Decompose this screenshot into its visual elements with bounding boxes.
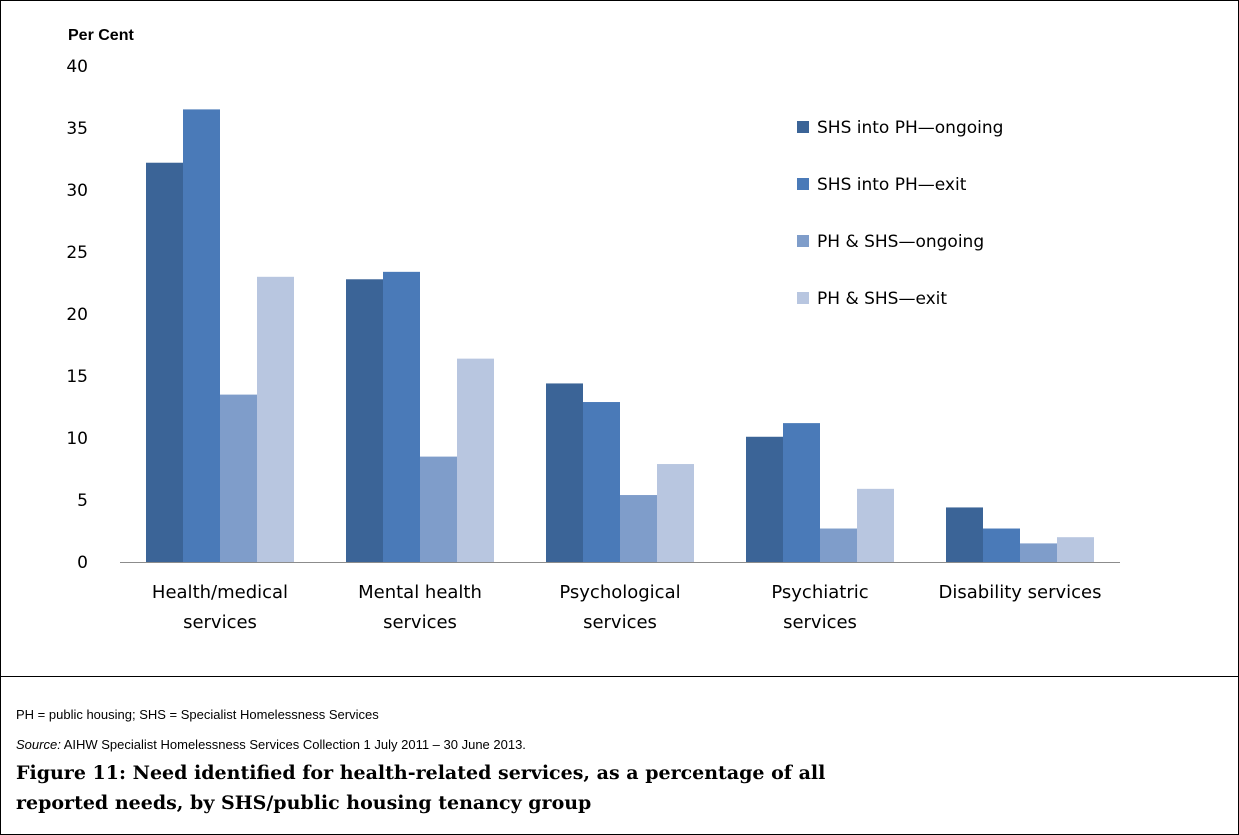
legend-label: SHS into PH—ongoing (817, 118, 1003, 138)
bar (1020, 543, 1057, 562)
x-tick-label: services (183, 612, 257, 633)
y-tick-label: 0 (77, 553, 88, 573)
source-label: Source: (16, 737, 61, 752)
legend-label: SHS into PH—exit (817, 175, 967, 195)
caption-divider (1, 676, 1238, 677)
bar (420, 456, 457, 562)
y-tick-label: 10 (66, 429, 88, 449)
source-text: AIHW Specialist Homelessness Services Co… (60, 737, 526, 752)
legend-swatch (797, 292, 809, 304)
y-tick-label: 40 (66, 57, 88, 77)
bar-chart: Per Cent 0 5 10 15 20 25 30 35 40 Health/medical se… (66, 27, 1120, 633)
x-tick-label: Psychiatric (771, 582, 868, 603)
y-tick-label: 30 (66, 181, 88, 201)
bar (946, 507, 983, 562)
y-tick-label: 20 (66, 305, 88, 325)
source-note: Source: AIHW Specialist Homelessness Ser… (16, 737, 526, 752)
y-tick-label: 15 (66, 367, 88, 387)
bar (257, 276, 294, 562)
abbreviation-note: PH = public housing; SHS = Specialist Ho… (16, 707, 379, 722)
bar (857, 488, 894, 562)
legend-label: PH & SHS—exit (817, 289, 947, 309)
bar (983, 528, 1020, 562)
bar (783, 423, 820, 562)
bar (383, 271, 420, 562)
bar (820, 528, 857, 562)
y-axis-title: Per Cent (68, 27, 134, 44)
y-tick-label: 5 (77, 491, 88, 511)
bar (583, 402, 620, 562)
bar (546, 383, 583, 562)
bar (220, 394, 257, 562)
bar (746, 436, 783, 562)
bar (620, 495, 657, 562)
x-tick-label: services (783, 612, 857, 633)
legend-swatch (797, 235, 809, 247)
bar (657, 464, 694, 562)
y-tick-label: 25 (66, 243, 88, 263)
figure-caption: Figure 11: Need identified for health-re… (16, 762, 826, 814)
bar (146, 162, 183, 562)
y-tick-label: 35 (66, 119, 88, 139)
legend-swatch (797, 121, 809, 133)
x-tick-label: Mental health (358, 582, 482, 603)
x-tick-label: Disability services (939, 582, 1102, 603)
legend-swatch (797, 178, 809, 190)
bar (346, 279, 383, 562)
bar (1057, 537, 1094, 562)
x-tick-label: services (383, 612, 457, 633)
bar (183, 109, 220, 563)
x-tick-label: services (583, 612, 657, 633)
x-tick-label: Health/medical (152, 582, 288, 603)
legend-label: PH & SHS—ongoing (817, 232, 984, 252)
bar (457, 358, 494, 562)
x-tick-label: Psychological (559, 582, 680, 603)
